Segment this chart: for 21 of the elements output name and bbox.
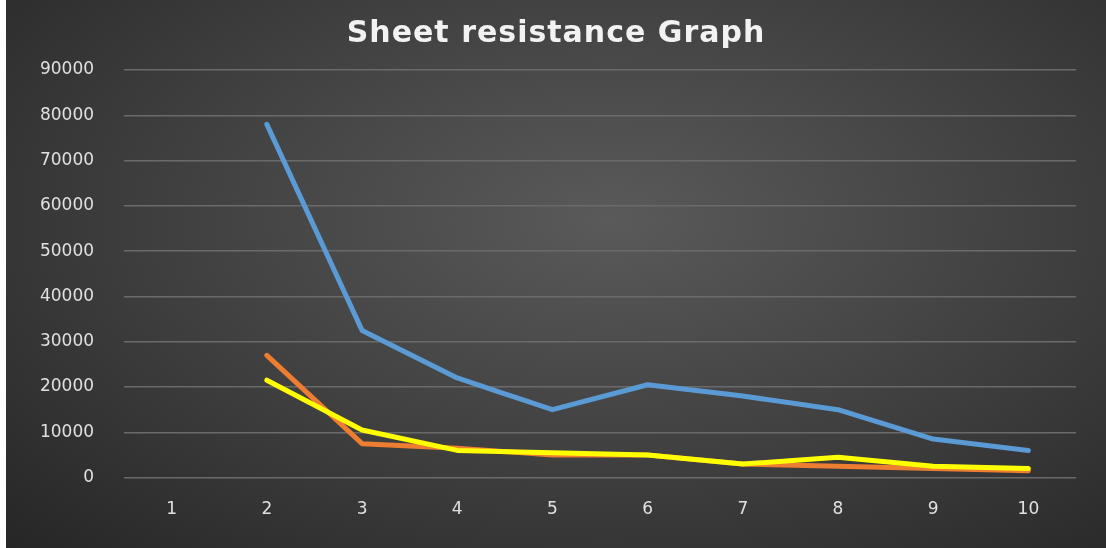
y-tick-label: 10000: [39, 420, 95, 441]
x-tick-label: 10: [1017, 498, 1040, 519]
x-tick-label: 8: [832, 498, 844, 519]
x-tick-label: 5: [547, 498, 558, 519]
x-tick-label: 1: [166, 498, 178, 519]
y-tick-label: 30000: [39, 330, 95, 351]
y-tick-label: 50000: [39, 239, 95, 260]
y-tick-label: 80000: [39, 103, 95, 124]
chart-title: Sheet resistance Graph: [345, 14, 767, 49]
x-tick-label: 3: [356, 498, 368, 519]
y-tick-label: 40000: [39, 284, 95, 305]
x-tick-label: 7: [737, 498, 749, 519]
x-tick-label: 2: [261, 498, 273, 519]
y-tick-label: 70000: [39, 149, 95, 169]
y-tick-label: 90000: [39, 58, 95, 79]
y-tick-label: 20000: [39, 375, 95, 396]
x-tick-label: 6: [642, 498, 654, 519]
y-tick-label: 0: [83, 466, 95, 487]
x-tick-label: 4: [451, 498, 463, 519]
y-tick-label: 60000: [39, 194, 95, 215]
x-tick-label: 9: [927, 498, 939, 519]
